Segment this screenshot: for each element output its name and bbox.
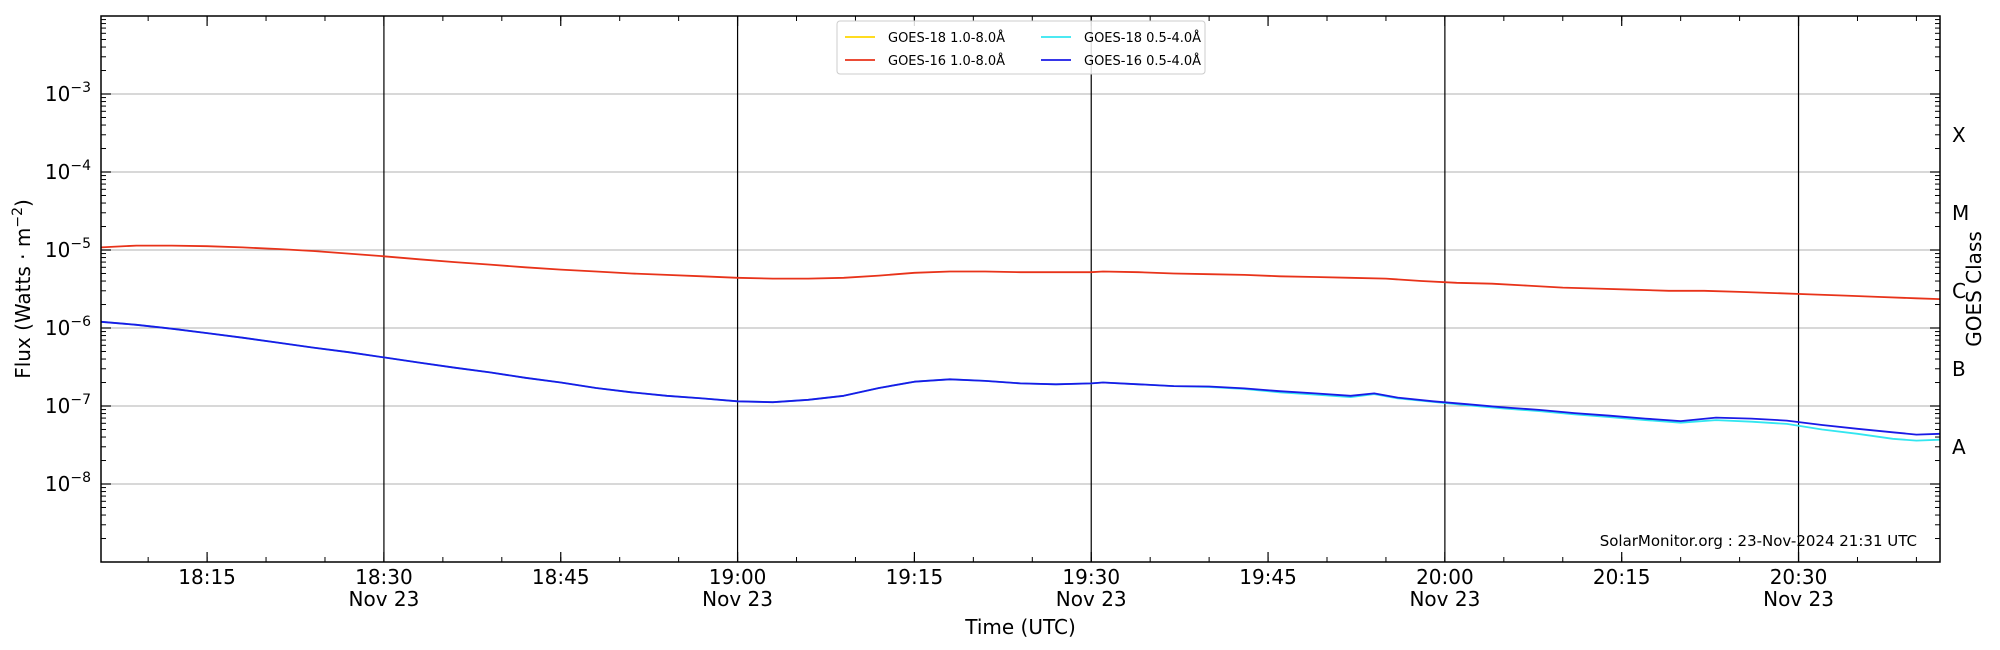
legend-entry-label: GOES-18 0.5-4.0Å (1084, 30, 1201, 46)
x-tick-label: 19:15 (886, 565, 944, 589)
x-tick-date-label: Nov 23 (1409, 587, 1480, 611)
y-tick-label: 10−7 (45, 392, 91, 418)
y-tick-exponent: −6 (70, 314, 91, 330)
right-axis-label: GOES Class (1962, 231, 1986, 347)
y-tick-base: 10 (45, 238, 70, 262)
vertical-marker-lines (383, 16, 1800, 562)
series-line (100, 244, 1941, 300)
x-tick-date-label: Nov 23 (1056, 587, 1127, 611)
x-axis-label: Time (UTC) (964, 615, 1076, 639)
legend-box (836, 20, 1206, 75)
y-tick-label: 10−4 (45, 158, 91, 184)
goes-class-label: M (1952, 201, 1969, 225)
series-line (100, 320, 1941, 436)
y-axis-label-group: Flux (Watts · m−2) (10, 199, 35, 379)
legend-entry-label: GOES-16 0.5-4.0Å (1084, 53, 1201, 69)
y-tick-base: 10 (45, 394, 70, 418)
y-tick-base: 10 (45, 82, 70, 106)
y-tick-exponent: −7 (70, 392, 91, 408)
x-tick-label: 20:15 (1593, 565, 1651, 589)
goes-class-label: B (1952, 357, 1966, 381)
y-tick-label: 10−6 (45, 314, 91, 340)
grid-layer (101, 93, 1940, 485)
x-tick-label: 18:30 (355, 565, 413, 589)
legend-entry-label: GOES-16 1.0-8.0Å (888, 53, 1005, 69)
y-tick-label: 10−3 (45, 80, 91, 106)
series-line (100, 320, 1941, 442)
x-tick-label: 20:00 (1416, 565, 1474, 589)
x-tick-label: 19:30 (1062, 565, 1120, 589)
y-tick-base: 10 (45, 316, 70, 340)
goes-class-label: X (1952, 123, 1966, 147)
y-tick-base: 10 (45, 160, 70, 184)
goes-class-label: C (1952, 279, 1966, 303)
x-tick-date-label: Nov 23 (1763, 587, 1834, 611)
x-tick-label: 20:30 (1770, 565, 1828, 589)
y-tick-label: 10−8 (45, 470, 91, 496)
y-tick-exponent: −4 (70, 158, 91, 174)
legend: GOES-18 1.0-8.0Å GOES-16 1.0-8.0Å GOES-18 … (836, 20, 1206, 75)
x-tick-label: 19:45 (1239, 565, 1297, 589)
y-tick-exponent: −3 (70, 80, 91, 96)
x-tick-date-label: Nov 23 (349, 587, 420, 611)
x-tick-label: 19:00 (709, 565, 767, 589)
x-tick-date-label: Nov 23 (702, 587, 773, 611)
y-tick-exponent: −5 (70, 236, 91, 252)
x-tick-label: 18:45 (532, 565, 590, 589)
legend-entry-label: GOES-18 1.0-8.0Å (888, 30, 1005, 46)
y-tick-exponent: −8 (70, 470, 91, 486)
credit-text: SolarMonitor.org : 23-Nov-2024 21:31 UTC (1600, 532, 1917, 550)
plot-frame (100, 15, 1941, 563)
y-axis-label: Flux (Watts · m−2) (10, 199, 35, 379)
y-tick-label: 10−5 (45, 236, 91, 262)
y-tick-base: 10 (45, 472, 70, 496)
x-tick-label: 18:15 (178, 565, 236, 589)
goes-class-label: A (1952, 435, 1966, 459)
series-layer (100, 244, 1941, 442)
